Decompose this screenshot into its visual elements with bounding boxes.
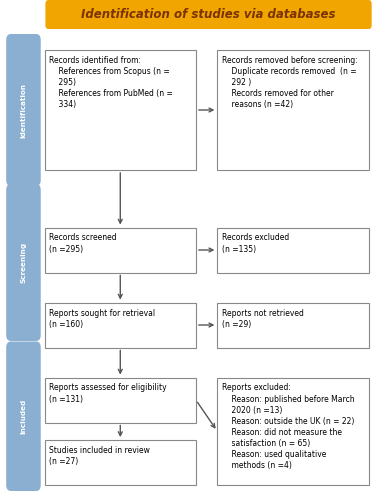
FancyBboxPatch shape [6,342,41,491]
FancyBboxPatch shape [45,302,196,348]
FancyBboxPatch shape [45,0,372,29]
Text: Identification: Identification [21,82,26,138]
Text: Screening: Screening [21,242,26,283]
Text: Identification of studies via databases: Identification of studies via databases [81,8,336,21]
FancyBboxPatch shape [217,302,369,348]
Text: Records identified from:
    References from Scopus (n =
    295)
    References: Records identified from: References from… [49,56,173,110]
FancyBboxPatch shape [217,378,369,485]
FancyBboxPatch shape [45,228,196,272]
Text: Records screened
(n =295): Records screened (n =295) [49,234,117,254]
Text: Studies included in review
(n =27): Studies included in review (n =27) [49,446,150,466]
FancyBboxPatch shape [45,50,196,170]
Text: Records removed before screening:
    Duplicate records removed  (n =
    292 )
: Records removed before screening: Duplic… [222,56,358,110]
Text: Reports excluded:
    Reason: published before March
    2020 (n =13)
    Reason: Reports excluded: Reason: published befo… [222,384,355,470]
Text: Reports assessed for eligibility
(n =131): Reports assessed for eligibility (n =131… [49,384,167,404]
Text: Records excluded
(n =135): Records excluded (n =135) [222,234,289,254]
FancyBboxPatch shape [217,50,369,170]
FancyBboxPatch shape [45,440,196,485]
FancyBboxPatch shape [45,378,196,422]
Text: Reports not retrieved
(n =29): Reports not retrieved (n =29) [222,308,304,328]
FancyBboxPatch shape [6,184,41,341]
Text: Reports sought for retrieval
(n =160): Reports sought for retrieval (n =160) [49,308,156,328]
FancyBboxPatch shape [217,228,369,272]
FancyBboxPatch shape [6,34,41,186]
Text: Included: Included [21,398,26,434]
